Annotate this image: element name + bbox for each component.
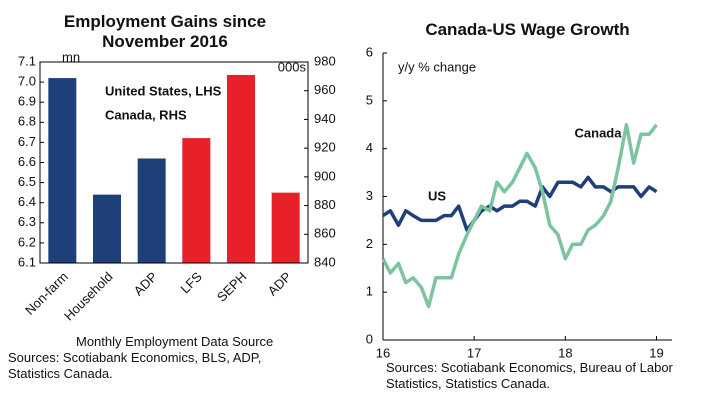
bar	[48, 78, 77, 263]
y-tick-label: 6.3	[18, 214, 36, 229]
x-tick-label: ADP	[131, 269, 161, 299]
y2-tick-label: 940	[314, 111, 336, 126]
y-axis-label: mn	[62, 49, 80, 64]
x-tick-label: 16	[376, 345, 390, 360]
annotation: Monthly Employment Data Source	[76, 334, 274, 349]
y-tick-label: 6.8	[18, 114, 36, 129]
y-tick-label: 6.6	[18, 154, 36, 169]
y2-tick-label: 920	[314, 140, 336, 155]
y2-tick-label: 960	[314, 82, 336, 97]
y-tick-label: 6.9	[18, 94, 36, 109]
series-line	[382, 175, 658, 232]
series-label: Canada	[575, 125, 623, 140]
bar	[182, 138, 211, 263]
y-axis-label: y/y % change	[398, 59, 476, 74]
y-tick-label: 6	[366, 44, 373, 59]
x-tick-label: 17	[467, 345, 481, 360]
x-tick-label: Household	[61, 269, 116, 324]
y-tick-label: 6.4	[18, 194, 36, 209]
bar	[227, 74, 255, 264]
chart-title: Employment Gains since November 2016	[63, 12, 267, 51]
y2-tick-label: 840	[314, 254, 336, 269]
y-tick-label: 6.1	[18, 254, 36, 269]
y-tick-label: 4	[366, 140, 373, 155]
x-tick-label: 19	[649, 345, 663, 360]
y-tick-label: 6.5	[18, 174, 36, 189]
y2-tick-label: 980	[314, 53, 336, 68]
y2-axis-label: 000s	[278, 59, 307, 74]
series-label: US	[428, 188, 446, 203]
y2-tick-label: 880	[314, 197, 336, 212]
x-tick-label: 18	[558, 345, 572, 360]
bar	[137, 158, 166, 263]
y-tick-label: 7.0	[18, 74, 36, 89]
y-tick-label: 6.2	[18, 234, 36, 249]
bar	[271, 192, 300, 263]
legend-label: United States, LHS	[105, 83, 222, 98]
y2-tick-label: 860	[314, 226, 336, 241]
y2-tick-label: 900	[314, 168, 336, 183]
y-tick-label: 1	[366, 284, 373, 299]
x-tick-label: LFS	[177, 269, 205, 297]
y-tick-label: 0	[366, 331, 373, 346]
y-tick-label: 6.7	[18, 134, 36, 149]
y-tick-label: 3	[366, 188, 373, 203]
legend-label: Canada, RHS	[105, 107, 187, 122]
source-note: Sources: Scotiabank Economics, BLS, ADP,…	[8, 350, 262, 381]
x-tick-label: SEPH	[214, 269, 250, 305]
bar	[93, 194, 121, 263]
y-tick-label: 2	[366, 236, 373, 251]
chart-title: Canada-US Wage Growth	[425, 20, 630, 39]
x-tick-label: ADP	[265, 269, 295, 299]
y-tick-label: 7.1	[18, 53, 36, 68]
series-line	[381, 123, 658, 309]
source-note: Sources: Scotiabank Economics, Bureau of…	[386, 360, 673, 391]
y-tick-label: 5	[366, 92, 373, 107]
